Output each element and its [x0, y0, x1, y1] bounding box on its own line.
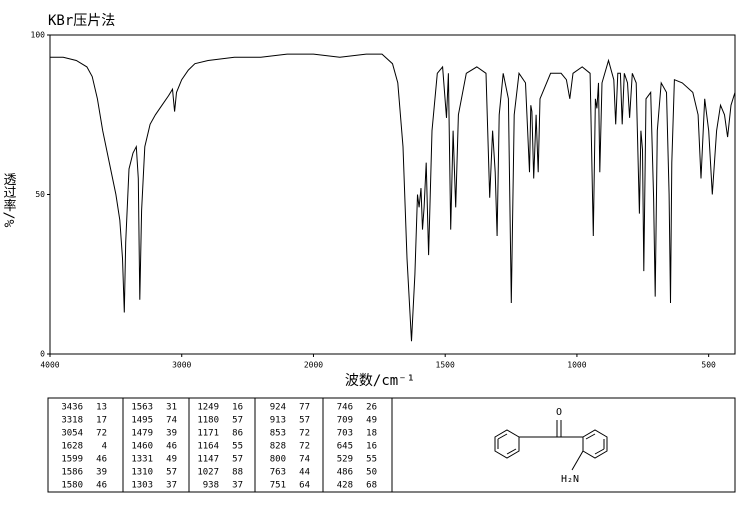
plot-frame [49, 34, 736, 355]
peak-transmittance: 44 [299, 468, 310, 478]
peak-wavenumber: 1180 [197, 416, 219, 426]
peak-transmittance: 64 [299, 481, 310, 491]
peak-transmittance: 37 [166, 481, 177, 491]
peak-transmittance: 57 [166, 468, 177, 478]
peak-wavenumber: 529 [337, 455, 353, 465]
peak-wavenumber: 1164 [197, 442, 219, 452]
peak-transmittance: 72 [299, 442, 310, 452]
peak-wavenumber: 853 [270, 429, 286, 439]
peak-wavenumber: 1171 [197, 429, 219, 439]
chart-title: KBr压片法 [48, 13, 115, 29]
peak-transmittance: 55 [366, 455, 377, 465]
peak-transmittance: 86 [232, 429, 243, 439]
peak-wavenumber: 800 [270, 455, 286, 465]
peak-wavenumber: 1563 [131, 403, 153, 413]
peak-wavenumber: 913 [270, 416, 286, 426]
peak-wavenumber: 763 [270, 468, 286, 478]
peak-wavenumber: 1310 [131, 468, 153, 478]
x-tick-label: 500 [701, 361, 716, 370]
peak-wavenumber: 1249 [197, 403, 219, 413]
peak-wavenumber: 1495 [131, 416, 153, 426]
peak-wavenumber: 1586 [61, 468, 83, 478]
peak-wavenumber: 1147 [197, 455, 219, 465]
atom-label: O [556, 407, 562, 418]
x-tick-label: 4000 [40, 361, 59, 370]
peak-wavenumber: 1331 [131, 455, 153, 465]
peak-wavenumber: 746 [337, 403, 353, 413]
peak-wavenumber: 428 [337, 481, 353, 491]
peak-table-frame [47, 397, 736, 493]
peak-transmittance: 16 [232, 403, 243, 413]
peak-transmittance: 57 [232, 455, 243, 465]
peak-wavenumber: 828 [270, 442, 286, 452]
peak-transmittance: 31 [166, 403, 177, 413]
peak-transmittance: 18 [366, 429, 377, 439]
peak-wavenumber: 1628 [61, 442, 83, 452]
peak-transmittance: 88 [232, 468, 243, 478]
peak-wavenumber: 3318 [61, 416, 83, 426]
peak-wavenumber: 703 [337, 429, 353, 439]
structure [494, 420, 608, 471]
peak-transmittance: 49 [166, 455, 177, 465]
peak-transmittance: 39 [166, 429, 177, 439]
peak-transmittance: 57 [232, 416, 243, 426]
spectrum-line [50, 53, 736, 342]
peak-transmittance: 50 [366, 468, 377, 478]
x-tick-label: 2000 [304, 361, 323, 370]
peak-wavenumber: 709 [337, 416, 353, 426]
peak-wavenumber: 751 [270, 481, 286, 491]
x-tick-label: 1500 [436, 361, 455, 370]
peak-wavenumber: 486 [337, 468, 353, 478]
peak-transmittance: 46 [96, 481, 107, 491]
peak-wavenumber: 1027 [197, 468, 219, 478]
peak-transmittance: 17 [96, 416, 107, 426]
peak-wavenumber: 1580 [61, 481, 83, 491]
peak-wavenumber: 1303 [131, 481, 153, 491]
peak-transmittance: 16 [366, 442, 377, 452]
peak-wavenumber: 1479 [131, 429, 153, 439]
peak-wavenumber: 645 [337, 442, 353, 452]
peak-transmittance: 72 [299, 429, 310, 439]
peak-transmittance: 26 [366, 403, 377, 413]
peak-wavenumber: 1460 [131, 442, 153, 452]
peak-transmittance: 74 [166, 416, 177, 426]
peak-wavenumber: 938 [203, 481, 219, 491]
x-tick-label: 1000 [567, 361, 586, 370]
peak-transmittance: 4 [102, 442, 107, 452]
peak-wavenumber: 924 [270, 403, 286, 413]
peak-transmittance: 37 [232, 481, 243, 491]
y-tick-label: 100 [31, 31, 46, 40]
peak-wavenumber: 3054 [61, 429, 83, 439]
x-axis-label: 波数/cm⁻¹ [345, 373, 415, 389]
peak-transmittance: 74 [299, 455, 310, 465]
x-tick-label: 3000 [172, 361, 191, 370]
peak-transmittance: 55 [232, 442, 243, 452]
y-axis-label: 透过率/% [1, 173, 17, 228]
atom-label: H₂N [561, 474, 579, 485]
peak-transmittance: 13 [96, 403, 107, 413]
peak-transmittance: 46 [96, 455, 107, 465]
y-tick-label: 0 [40, 350, 45, 359]
peak-transmittance: 49 [366, 416, 377, 426]
peak-transmittance: 72 [96, 429, 107, 439]
y-tick-label: 50 [35, 190, 45, 199]
peak-transmittance: 57 [299, 416, 310, 426]
peak-wavenumber: 3436 [61, 403, 83, 413]
peak-wavenumber: 1599 [61, 455, 83, 465]
peak-transmittance: 46 [166, 442, 177, 452]
peak-transmittance: 77 [299, 403, 310, 413]
peak-transmittance: 68 [366, 481, 377, 491]
peak-transmittance: 39 [96, 468, 107, 478]
